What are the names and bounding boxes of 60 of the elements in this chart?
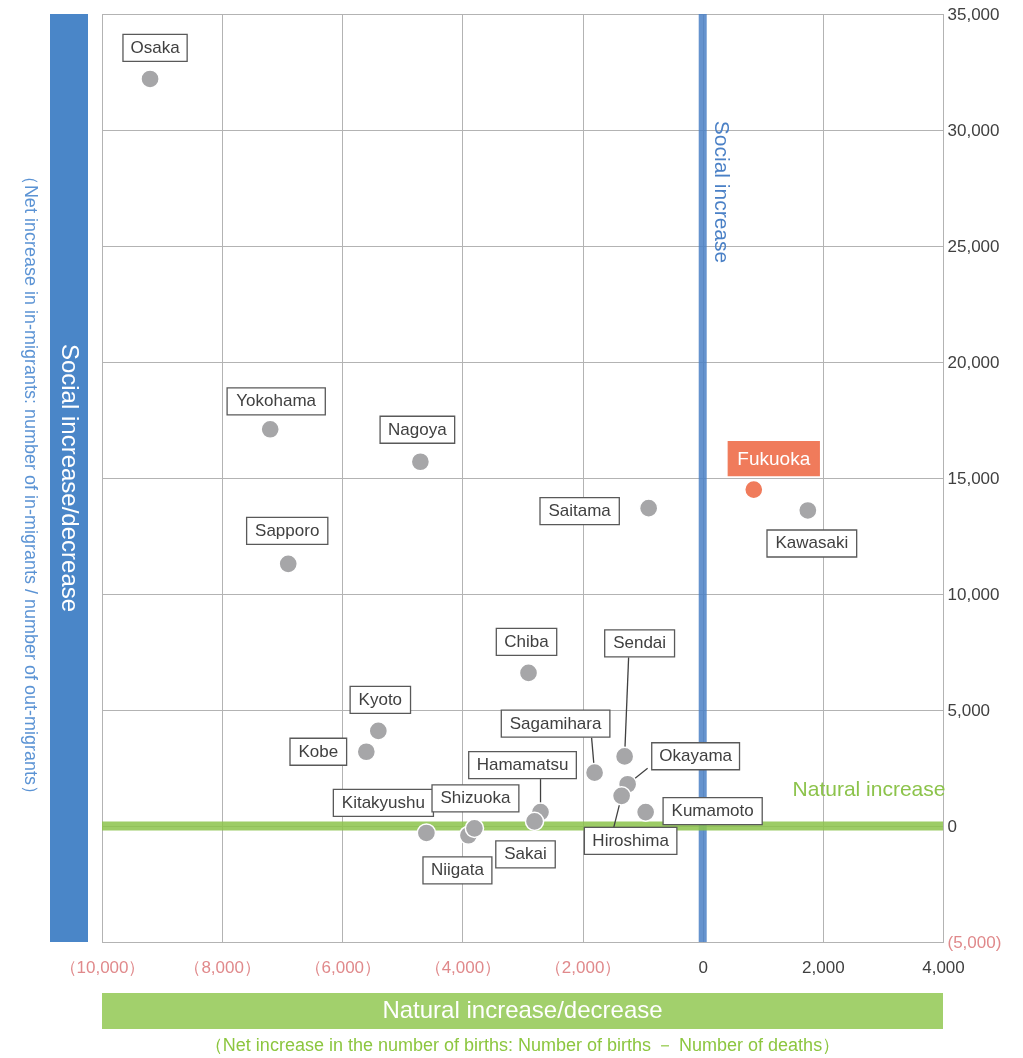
y-tick-label: (5,000)	[947, 932, 1002, 952]
y-tick-label: 30,000	[947, 120, 1000, 140]
x-tick-label: （8,000）	[184, 957, 261, 977]
annotation: Niigata	[430, 860, 485, 880]
y-axis-title: Social increase/decrease	[57, 343, 84, 613]
point	[635, 802, 656, 822]
point	[743, 479, 764, 500]
point	[798, 500, 818, 521]
annotation: Kitakyushu	[341, 792, 425, 812]
annotation: Kawasaki	[775, 533, 849, 553]
y-tick-label: 25,000	[947, 236, 1000, 256]
annotation: Kobe	[298, 741, 339, 761]
point	[524, 811, 545, 832]
y-tick-label: 10,000	[947, 584, 1000, 604]
ref-line-label: Natural increase	[792, 777, 946, 800]
annotation: Yokohama	[236, 391, 317, 411]
point	[518, 663, 539, 683]
x-tick-label: （6,000）	[304, 957, 382, 977]
annotation: Sendai	[613, 633, 667, 653]
y-tick-label: 20,000	[947, 352, 1000, 372]
x-tick-label: （2,000）	[544, 957, 622, 977]
annotation: Hiroshima	[592, 830, 670, 850]
annotation: Shizuoka	[440, 788, 511, 808]
x-tick-label: 0	[698, 957, 708, 977]
x-tick-label: 4,000	[922, 957, 965, 977]
annotation: Sapporo	[255, 520, 320, 540]
text: （Net increase in the number of births: Number of births － Number of deaths）	[204, 1035, 841, 1055]
point	[410, 451, 431, 472]
annotation: Fukuoka	[737, 447, 811, 469]
annotation: Okayama	[659, 746, 733, 766]
point	[584, 762, 605, 783]
annotation: Osaka	[130, 37, 181, 57]
point	[611, 786, 632, 806]
annotation: Hamamatsu	[476, 755, 569, 775]
annotation: Saitama	[548, 501, 612, 521]
annotation: Chiba	[504, 631, 550, 651]
point	[464, 818, 485, 839]
point	[638, 498, 659, 518]
point	[260, 419, 281, 440]
x-tick-label: 2,000	[802, 957, 845, 977]
y-tick-label: 35,000	[947, 4, 1000, 24]
point	[356, 741, 377, 762]
point	[614, 746, 635, 767]
point	[278, 554, 299, 574]
annotation: Nagoya	[388, 419, 448, 439]
x-tick-label: （4,000）	[424, 957, 502, 977]
annotation: Sagamihara	[509, 713, 602, 733]
point	[140, 69, 160, 89]
x-tick-label: （10,000）	[59, 957, 146, 977]
annotation: Kumamoto	[671, 801, 754, 821]
point	[368, 721, 389, 741]
y-tick-label: 5,000	[947, 700, 991, 720]
y-tick-label: 0	[947, 816, 957, 836]
text: （Net increase in in-migrants: number of in-migrants / number of out-migrants）	[21, 166, 41, 804]
ref-line-label: Social increase	[710, 120, 734, 264]
annotation: Sakai	[504, 844, 547, 864]
annotation: Kyoto	[358, 689, 403, 709]
point	[416, 823, 437, 843]
x-axis-title: Natural increase/decrease	[382, 996, 663, 1023]
y-tick-label: 15,000	[947, 468, 1000, 488]
